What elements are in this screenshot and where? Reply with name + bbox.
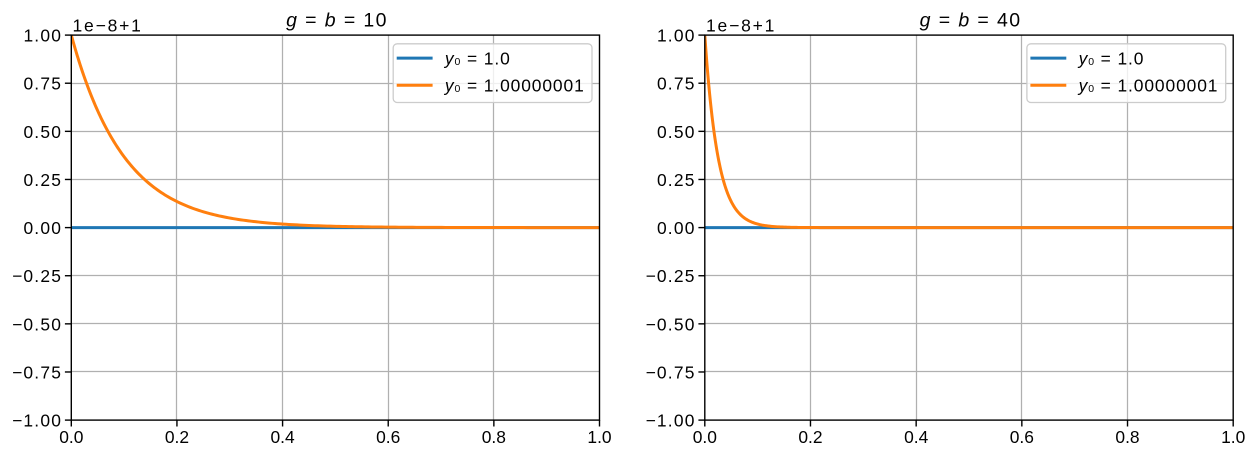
svg-text:y0 = 1.00000001: y0 = 1.00000001 xyxy=(1078,76,1219,96)
svg-text:1.0: 1.0 xyxy=(1221,427,1245,447)
svg-text:−0.75: −0.75 xyxy=(12,362,62,382)
svg-text:0.2: 0.2 xyxy=(798,427,822,447)
svg-text:−0.50: −0.50 xyxy=(646,314,696,334)
svg-text:−0.75: −0.75 xyxy=(646,362,696,382)
svg-text:y0 = 1.0: y0 = 1.0 xyxy=(1078,48,1145,68)
svg-text:0.6: 0.6 xyxy=(376,427,400,447)
svg-text:−0.50: −0.50 xyxy=(12,314,62,334)
svg-text:−1.00: −1.00 xyxy=(12,411,62,431)
svg-text:0.25: 0.25 xyxy=(23,170,62,190)
svg-text:0.0: 0.0 xyxy=(693,427,717,447)
svg-text:1e−8+1: 1e−8+1 xyxy=(706,16,776,36)
svg-text:1.0: 1.0 xyxy=(587,427,611,447)
svg-text:−0.25: −0.25 xyxy=(12,266,62,286)
svg-text:0.4: 0.4 xyxy=(904,427,929,447)
svg-text:0.4: 0.4 xyxy=(270,427,295,447)
svg-text:0.25: 0.25 xyxy=(657,170,696,190)
svg-text:0.8: 0.8 xyxy=(1115,427,1139,447)
svg-text:y0 = 1.0: y0 = 1.0 xyxy=(444,48,511,68)
svg-text:g = b = 10: g = b = 10 xyxy=(286,10,388,32)
svg-text:1e−8+1: 1e−8+1 xyxy=(73,16,143,36)
svg-text:0.50: 0.50 xyxy=(23,122,62,142)
svg-text:y0 = 1.00000001: y0 = 1.00000001 xyxy=(444,76,585,96)
svg-text:−0.25: −0.25 xyxy=(646,266,696,286)
svg-text:1.00: 1.00 xyxy=(23,26,62,46)
svg-text:1.00: 1.00 xyxy=(657,26,696,46)
svg-text:0.75: 0.75 xyxy=(23,74,62,94)
svg-text:0.00: 0.00 xyxy=(23,218,62,238)
svg-text:g = b = 40: g = b = 40 xyxy=(920,10,1022,32)
svg-text:0.2: 0.2 xyxy=(165,427,189,447)
svg-text:−1.00: −1.00 xyxy=(646,411,696,431)
svg-text:0.6: 0.6 xyxy=(1010,427,1034,447)
svg-text:0.8: 0.8 xyxy=(482,427,506,447)
svg-text:0.00: 0.00 xyxy=(657,218,696,238)
svg-text:0.50: 0.50 xyxy=(657,122,696,142)
svg-text:0.0: 0.0 xyxy=(59,427,83,447)
svg-text:0.75: 0.75 xyxy=(657,74,696,94)
